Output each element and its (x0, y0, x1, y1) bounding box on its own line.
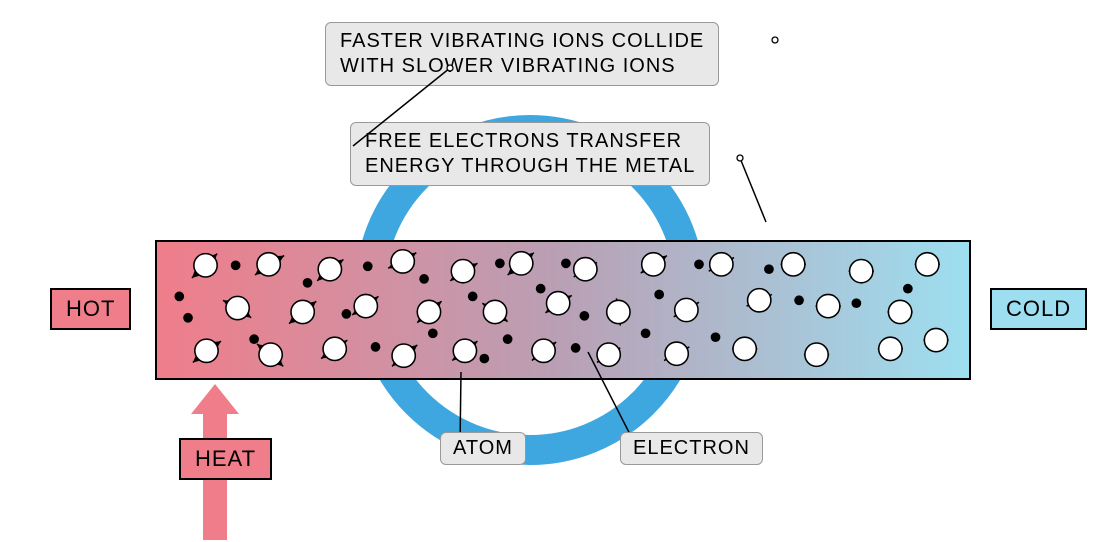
atom (193, 339, 221, 362)
electron (764, 264, 774, 274)
atom (709, 253, 734, 276)
atom (747, 289, 772, 312)
atom (804, 343, 829, 366)
electron (342, 309, 352, 319)
atom (352, 294, 378, 317)
atom (607, 298, 630, 325)
electron (303, 278, 313, 288)
electron (468, 292, 478, 302)
caption-vibrating-ions: FASTER VIBRATING IONS COLLIDE WITH SLOWE… (325, 22, 719, 86)
atom (388, 250, 416, 273)
atom (597, 343, 620, 366)
atom (923, 328, 948, 351)
atom-tag: ATOM (440, 432, 526, 465)
electron (561, 259, 571, 269)
electron (580, 311, 590, 321)
hot-label: HOT (50, 288, 131, 330)
atom (664, 342, 689, 365)
electron (428, 328, 438, 338)
heat-label: HEAT (179, 438, 272, 480)
atom (915, 253, 940, 276)
atom (192, 254, 217, 278)
cold-label: COLD (990, 288, 1087, 330)
atom (878, 337, 903, 360)
atom (450, 259, 477, 282)
electron-tag: ELECTRON (620, 432, 763, 465)
electron (654, 290, 664, 300)
atom (887, 300, 912, 323)
caption-free-electrons: FREE ELECTRONS TRANSFER ENERGY THROUGH T… (350, 122, 710, 186)
electron (794, 295, 804, 305)
atom (255, 253, 284, 276)
atom (849, 259, 874, 282)
bar-content (157, 242, 969, 378)
electron (479, 354, 489, 364)
electron (371, 342, 381, 352)
atom (508, 252, 534, 275)
atom (482, 300, 507, 323)
atom (392, 344, 417, 367)
atom (289, 300, 316, 323)
electron (503, 334, 513, 344)
electron (183, 313, 193, 323)
electron (903, 284, 913, 294)
atom (417, 300, 441, 323)
metal-bar (155, 240, 971, 380)
atom (546, 292, 572, 315)
electron (571, 343, 581, 353)
electron (641, 328, 651, 338)
atom (321, 337, 347, 360)
atom (532, 339, 556, 362)
electron (174, 292, 184, 302)
electron (694, 259, 704, 269)
electron (495, 259, 505, 269)
atom (641, 253, 667, 276)
atom (781, 253, 806, 276)
electron (249, 334, 259, 344)
electron (363, 261, 373, 271)
atom (574, 258, 597, 281)
electron (711, 332, 721, 342)
atom (317, 258, 343, 281)
atom (257, 343, 283, 366)
electron (852, 298, 862, 308)
atom (816, 294, 841, 317)
atom (223, 296, 251, 319)
atom (674, 298, 699, 321)
electron (231, 260, 241, 270)
electron (419, 274, 429, 284)
atom (732, 337, 757, 360)
electron (536, 284, 546, 294)
atom (452, 339, 477, 362)
